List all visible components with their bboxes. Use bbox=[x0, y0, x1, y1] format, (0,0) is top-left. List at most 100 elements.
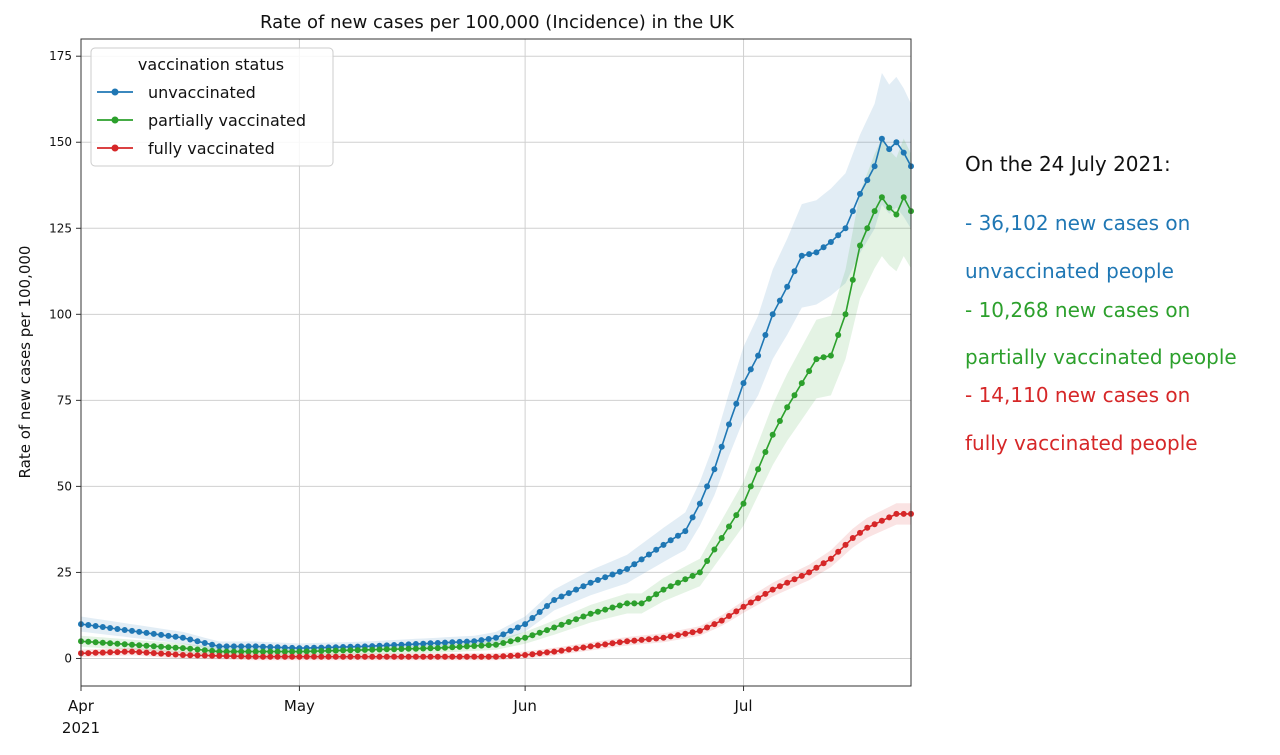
y-axis-ticks: 0 25 50 75 100 125 150 175 bbox=[49, 49, 81, 665]
legend-label: partially vaccinated bbox=[148, 111, 306, 130]
point-series-0 bbox=[252, 643, 259, 650]
point-series-2 bbox=[740, 603, 747, 610]
point-series-2 bbox=[325, 653, 332, 660]
point-series-1 bbox=[216, 648, 223, 655]
point-series-0 bbox=[565, 590, 572, 597]
point-series-1 bbox=[92, 639, 99, 646]
point-series-0 bbox=[842, 225, 849, 232]
band-series-0 bbox=[81, 73, 911, 653]
point-series-0 bbox=[893, 139, 900, 146]
point-series-0 bbox=[675, 532, 681, 539]
point-series-1 bbox=[361, 646, 368, 653]
point-series-0 bbox=[653, 546, 660, 553]
point-series-0 bbox=[587, 579, 594, 586]
point-series-2 bbox=[711, 621, 718, 628]
legend-label: fully vaccinated bbox=[148, 139, 275, 158]
point-series-0 bbox=[85, 622, 92, 628]
point-series-1 bbox=[354, 647, 361, 654]
point-series-0 bbox=[558, 593, 565, 600]
point-series-1 bbox=[201, 647, 208, 654]
point-series-1 bbox=[544, 627, 550, 634]
point-series-1 bbox=[143, 642, 150, 649]
x-tick-sublabel: 2021 bbox=[62, 719, 100, 737]
point-series-1 bbox=[711, 546, 718, 553]
annotation-line-unvaccinated-count: - 36,102 new cases on bbox=[965, 211, 1191, 235]
point-series-0 bbox=[616, 568, 623, 575]
point-series-2 bbox=[726, 613, 732, 619]
point-series-1 bbox=[230, 648, 237, 655]
point-series-1 bbox=[150, 643, 157, 650]
point-series-1 bbox=[281, 648, 288, 655]
point-series-1 bbox=[667, 583, 674, 590]
point-series-0 bbox=[857, 190, 863, 197]
point-series-0 bbox=[849, 208, 856, 215]
point-series-0 bbox=[201, 640, 208, 646]
point-series-1 bbox=[893, 211, 900, 218]
point-series-1 bbox=[769, 431, 776, 438]
point-series-1 bbox=[733, 512, 740, 519]
point-series-0 bbox=[886, 146, 893, 153]
point-series-1 bbox=[136, 642, 143, 649]
point-series-1 bbox=[689, 572, 696, 579]
legend-label: unvaccinated bbox=[148, 83, 256, 102]
point-series-2 bbox=[361, 653, 368, 660]
point-series-1 bbox=[755, 466, 762, 473]
point-series-2 bbox=[427, 653, 434, 660]
point-series-2 bbox=[201, 652, 208, 659]
point-series-2 bbox=[463, 653, 470, 660]
point-series-2 bbox=[558, 647, 565, 654]
point-series-2 bbox=[638, 636, 645, 643]
point-series-0 bbox=[645, 551, 652, 558]
point-series-1 bbox=[471, 643, 478, 649]
point-series-2 bbox=[223, 653, 230, 660]
point-series-1 bbox=[463, 643, 470, 650]
point-series-0 bbox=[274, 644, 281, 651]
point-series-1 bbox=[99, 639, 106, 646]
point-series-0 bbox=[522, 621, 529, 628]
point-series-0 bbox=[529, 615, 536, 621]
point-series-0 bbox=[551, 597, 558, 603]
point-series-1 bbox=[296, 648, 303, 655]
legend-box bbox=[90, 47, 334, 167]
point-series-1 bbox=[645, 595, 652, 602]
point-series-2 bbox=[245, 653, 252, 660]
point-series-1 bbox=[704, 558, 711, 564]
point-series-1 bbox=[398, 646, 405, 652]
point-series-1 bbox=[813, 356, 820, 363]
point-series-2 bbox=[660, 634, 667, 641]
y-tick-label: 50 bbox=[57, 479, 72, 493]
point-series-1 bbox=[602, 606, 609, 613]
point-series-2 bbox=[536, 650, 543, 657]
point-series-0 bbox=[755, 352, 762, 359]
point-series-2 bbox=[500, 653, 507, 660]
point-series-1 bbox=[376, 646, 383, 653]
point-series-1 bbox=[179, 645, 186, 652]
point-series-2 bbox=[573, 645, 580, 652]
point-series-2 bbox=[129, 648, 135, 655]
point-series-0 bbox=[442, 639, 448, 646]
point-series-2 bbox=[449, 653, 456, 660]
point-series-1 bbox=[878, 194, 885, 201]
point-series-2 bbox=[209, 652, 216, 659]
point-series-2 bbox=[900, 510, 907, 517]
point-series-0 bbox=[150, 630, 157, 637]
point-series-2 bbox=[507, 652, 514, 659]
point-series-1 bbox=[536, 629, 543, 636]
point-series-2 bbox=[296, 653, 303, 660]
point-series-1 bbox=[762, 449, 769, 455]
point-series-0 bbox=[689, 514, 696, 521]
point-series-0 bbox=[784, 283, 791, 290]
point-series-2 bbox=[194, 652, 201, 659]
annotation-line-unvaccinated-label: unvaccinated people bbox=[965, 259, 1174, 283]
point-series-1 bbox=[653, 591, 660, 598]
point-series-1 bbox=[340, 647, 347, 654]
point-series-0 bbox=[696, 500, 703, 507]
point-series-2 bbox=[857, 529, 863, 536]
point-series-1 bbox=[573, 616, 580, 623]
point-series-1 bbox=[638, 600, 645, 607]
point-series-2 bbox=[747, 599, 754, 606]
point-series-1 bbox=[194, 646, 201, 653]
point-series-2 bbox=[587, 643, 594, 650]
point-series-0 bbox=[631, 561, 638, 568]
point-series-0 bbox=[536, 609, 543, 615]
